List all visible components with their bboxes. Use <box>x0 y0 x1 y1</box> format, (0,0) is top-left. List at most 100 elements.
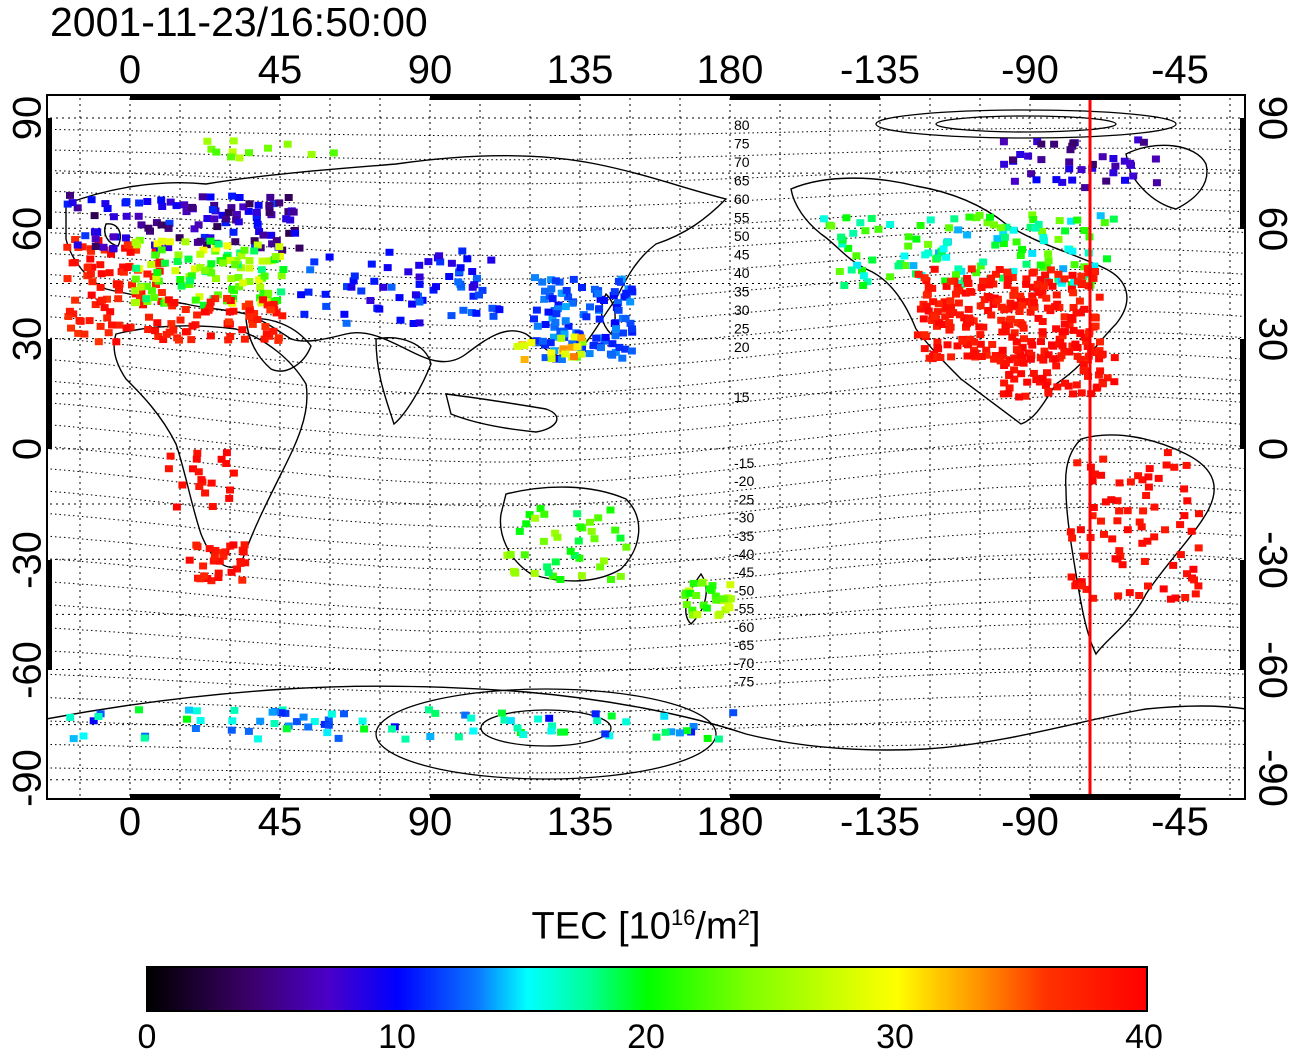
tec-cell <box>187 272 196 280</box>
tec-cell <box>226 256 235 264</box>
tec-cell <box>712 596 721 604</box>
tec-cell <box>540 510 549 518</box>
tec-cell <box>1015 393 1024 401</box>
tec-cell <box>268 240 277 248</box>
tec-cell <box>157 237 166 245</box>
tec-cell <box>165 238 174 246</box>
tec-cell <box>557 728 566 736</box>
tec-cell <box>203 137 212 145</box>
tec-cell <box>928 355 937 363</box>
tec-cell <box>228 192 237 200</box>
tec-cell <box>683 727 691 735</box>
tec-cell <box>432 283 440 291</box>
tec-cell <box>157 289 166 296</box>
tec-cell <box>985 281 993 289</box>
tec-cell <box>601 730 610 738</box>
tec-cell <box>211 547 220 554</box>
tec-cell <box>1180 485 1189 493</box>
tec-cell <box>218 211 227 219</box>
tec-cell <box>886 273 895 281</box>
tec-cell <box>196 250 205 258</box>
tec-cell <box>415 319 424 327</box>
tec-cell <box>96 322 105 330</box>
tec-cell <box>119 268 128 276</box>
lat-tick-left: -30 <box>5 531 50 589</box>
contour-label: 60 <box>734 191 750 207</box>
tec-cell <box>987 274 995 282</box>
tec-cell <box>91 235 100 243</box>
tec-cell <box>506 550 515 558</box>
tec-cell <box>101 200 110 208</box>
tec-cell <box>985 293 994 301</box>
tec-cell <box>1000 233 1009 241</box>
tec-cell <box>104 329 113 337</box>
tec-cell <box>1099 455 1108 463</box>
tec-cell <box>1109 215 1118 223</box>
tec-cell <box>192 455 201 463</box>
tec-cell <box>612 325 620 333</box>
tec-cell <box>1018 344 1027 352</box>
tec-cell <box>241 559 250 567</box>
tec-cell <box>711 592 720 600</box>
tec-cell <box>566 547 575 555</box>
tec-cell <box>277 288 286 296</box>
tec-cell <box>610 288 619 296</box>
tec-cell <box>456 264 465 272</box>
tec-cell <box>1068 271 1077 279</box>
tec-cell <box>234 218 243 226</box>
tec-cell <box>990 221 998 229</box>
tec-cell <box>513 342 522 350</box>
tec-cell <box>608 340 617 348</box>
tec-cell <box>1123 507 1132 515</box>
tec-cell <box>599 557 608 565</box>
tec-cell <box>614 306 623 314</box>
tec-cell <box>686 589 695 597</box>
contour-label: 80 <box>734 117 750 133</box>
tec-cell <box>123 241 132 249</box>
tec-cell <box>1012 346 1021 354</box>
tec-cell <box>282 725 291 733</box>
tec-cell <box>126 323 135 331</box>
contour-line <box>46 742 1246 754</box>
tec-cell <box>1190 576 1198 584</box>
tec-cell <box>627 285 636 293</box>
tec-cell <box>215 557 224 565</box>
tec-cell <box>942 282 951 290</box>
tec-cell <box>122 212 131 220</box>
tec-cell <box>217 455 226 463</box>
lon-tick-bottom: 0 <box>118 800 142 844</box>
tec-cell <box>573 343 582 351</box>
tec-cell <box>844 244 853 252</box>
tec-cell <box>1102 177 1111 185</box>
lon-tick-bottom: 180 <box>696 800 764 844</box>
tec-cell <box>64 313 73 320</box>
colorbar-tick: 20 <box>627 1018 665 1056</box>
tec-cell <box>297 291 306 299</box>
tec-cell <box>1079 361 1088 369</box>
tec-cell <box>324 716 333 724</box>
tec-cell <box>1036 261 1045 269</box>
tec-cell <box>253 220 262 228</box>
tec-cell <box>310 718 319 725</box>
tec-cell <box>963 231 972 239</box>
tec-cell <box>1151 155 1160 163</box>
tec-cell <box>1059 328 1068 336</box>
tec-cell <box>191 296 200 304</box>
tec-cell <box>408 300 417 308</box>
tec-cell <box>1195 510 1203 518</box>
tec-cell <box>112 280 121 288</box>
tec-cell <box>232 211 241 218</box>
tec-map: 80 75 70 65 60 55 50 45 40 35 30 25 20 15 -15 -20 -25 -30… <box>46 94 1246 800</box>
tec-cell <box>206 332 215 340</box>
tec-cell <box>842 214 851 222</box>
tec-cell <box>184 255 193 263</box>
tec-cell <box>178 481 187 489</box>
tec-cell <box>1152 179 1161 187</box>
tec-cell <box>967 265 976 273</box>
tec-cell <box>1037 156 1046 164</box>
tec-cell <box>424 258 433 266</box>
tec-cell <box>458 247 467 255</box>
tec-cell <box>976 262 985 270</box>
contour-label: -15 <box>734 455 754 471</box>
tec-cell <box>976 331 985 339</box>
